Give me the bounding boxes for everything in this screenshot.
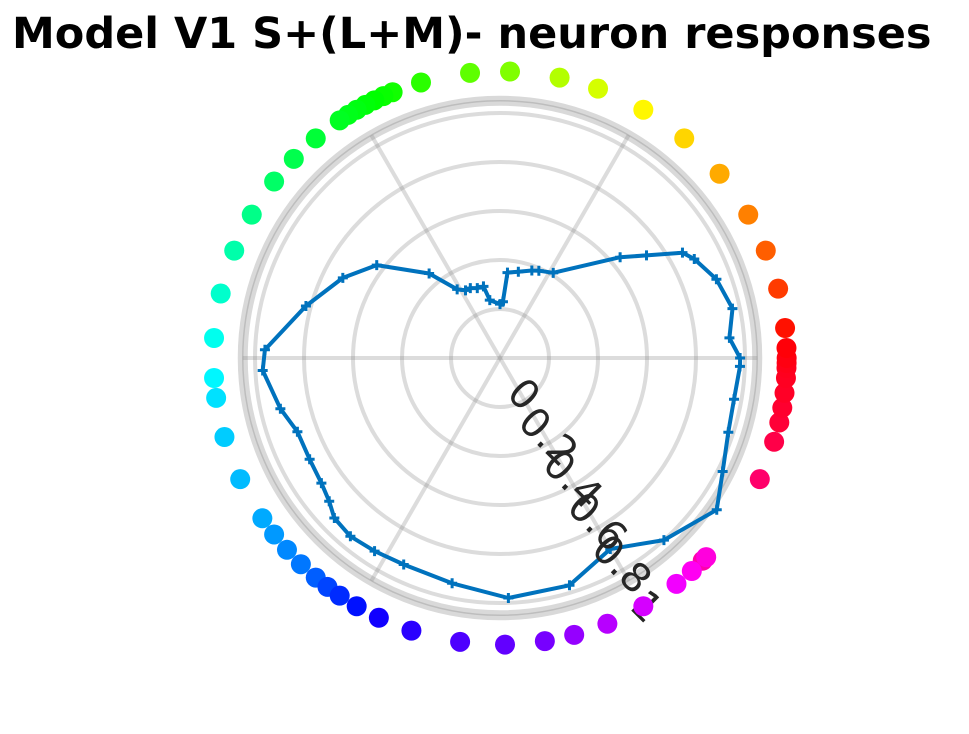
stimulus-dot-51 [450,631,471,652]
response-marker-5 [677,247,688,258]
stimulus-dot-20 [500,61,521,82]
response-marker-24 [300,301,311,312]
stimulus-dot-56 [633,596,654,617]
stimulus-dot-30 [305,128,326,149]
stimulus-dot-34 [224,240,245,261]
stimulus-dot-44 [290,554,311,575]
grid-circle-2 [400,258,600,458]
response-marker-26 [257,365,268,376]
response-marker-7 [615,252,626,263]
response-marker-25 [259,344,270,355]
response-marker-20 [452,284,463,295]
response-marker-2 [727,303,738,314]
response-marker-31 [324,496,335,507]
response-marker-6 [641,250,652,261]
stimulus-dot-32 [264,171,285,192]
response-marker-22 [371,260,382,271]
response-marker-16 [478,281,489,292]
stimulus-dot-38 [206,387,227,408]
grid-circle-3 [351,209,649,507]
stimulus-dot-41 [252,508,273,529]
stimulus-dot-15 [709,163,730,184]
chart-title: Model V1 S+(L+M)- neuron responses [12,9,932,59]
stimulus-dot-47 [329,585,350,606]
stimulus-dot-5 [774,382,795,403]
response-marker-38 [564,580,575,591]
stimulus-dot-40 [230,469,251,490]
response-marker-28 [292,426,303,437]
response-marker-19 [460,285,471,296]
outer-ring-edge [242,100,758,616]
response-marker-12 [502,267,513,278]
response-marker-0 [735,353,746,363]
response-marker-33 [345,531,356,542]
response-marker-37 [503,592,514,603]
response-marker-29 [304,454,315,465]
stimulus-dot-1 [749,469,770,490]
response-marker-43 [723,427,734,438]
response-marker-42 [717,466,728,477]
stimulus-dot-19 [549,67,570,88]
stimulus-dot-2 [764,431,785,452]
response-marker-30 [316,478,327,489]
response-marker-34 [369,546,380,557]
stimulus-dot-33 [241,204,262,225]
stimulus-dot-12 [768,278,789,299]
response-marker-3 [711,274,722,285]
grid-circle-4 [302,160,698,556]
stimulus-dot-57 [666,573,687,594]
stimulus-dot-17 [633,99,654,120]
stimulus-dot-39 [214,427,235,448]
response-marker-44 [729,394,740,405]
response-marker-40 [658,535,669,546]
response-marker-27 [275,403,286,414]
response-marker-36 [447,578,458,589]
stimulus-dot-59 [696,547,717,568]
stimulus-dot-54 [564,624,585,645]
stimulus-dot-55 [597,613,618,634]
response-marker-10 [526,265,537,276]
stimulus-dot-58 [681,561,702,582]
response-marker-4 [689,254,700,265]
response-marker-11 [513,266,524,277]
stimulus-dot-52 [495,634,516,655]
stimulus-dot-37 [204,367,225,388]
response-marker-14 [495,299,505,310]
stimulus-dot-16 [674,128,695,149]
response-marker-1 [724,332,735,343]
response-marker-21 [424,268,435,279]
grid-spoke-120 [369,134,631,582]
response-marker-41 [711,504,722,515]
response-marker-39 [605,543,616,554]
stimulus-dot-4 [772,397,793,418]
stimulus-dot-31 [283,148,304,169]
stimulus-dot-42 [264,524,285,545]
stimulus-dot-21 [460,62,481,83]
stimulus-dot-22 [410,72,431,93]
stimulus-dot-14 [738,204,759,225]
response-marker-35 [398,559,409,570]
stimulus-dot-10 [776,337,797,358]
response-marker-8 [548,267,559,278]
stimulus-dot-50 [401,620,422,641]
stimulus-dot-53 [534,631,555,652]
response-marker-45 [734,361,745,372]
stimulus-dot-11 [775,318,796,339]
stimulus-dot-48 [346,596,367,617]
stimulus-dot-29 [329,110,350,131]
stimulus-dot-36 [204,328,225,349]
stimulus-dot-18 [588,78,609,99]
grid-spoke-60 [369,134,631,582]
stimulus-dot-13 [755,240,776,261]
stimulus-dot-49 [368,607,389,628]
response-marker-32 [329,512,340,523]
response-marker-23 [337,272,348,283]
stimulus-dot-43 [276,539,297,560]
stimulus-dot-35 [210,283,231,304]
response-marker-15 [484,295,495,306]
